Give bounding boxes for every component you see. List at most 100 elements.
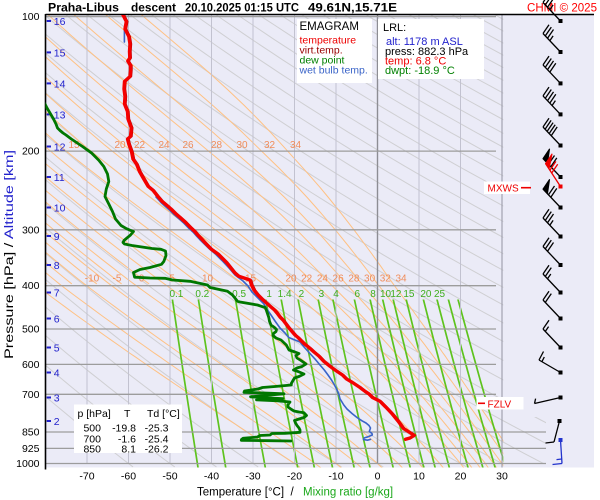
svg-text:20: 20	[114, 140, 126, 151]
svg-text:30: 30	[236, 140, 248, 151]
svg-text:6: 6	[54, 314, 60, 326]
svg-text:0: 0	[139, 274, 145, 285]
svg-text:700: 700	[83, 433, 101, 445]
svg-text:FZLV: FZLV	[488, 400, 512, 411]
svg-text:14: 14	[54, 78, 66, 90]
svg-text:LRL:: LRL:	[383, 22, 406, 34]
svg-text:28: 28	[211, 140, 223, 151]
svg-text:5: 5	[54, 343, 60, 355]
svg-text:10: 10	[380, 289, 392, 300]
svg-text:20.10.2025 01:15 UTC: 20.10.2025 01:15 UTC	[185, 1, 299, 15]
svg-text:20: 20	[455, 471, 467, 483]
svg-text:dew point: dew point	[300, 55, 345, 67]
svg-text:-30: -30	[245, 471, 260, 483]
svg-text:16: 16	[54, 16, 66, 28]
svg-text:100: 100	[22, 11, 40, 23]
svg-text:3: 3	[54, 393, 60, 405]
svg-text:alt: 1178 m ASL: alt: 1178 m ASL	[386, 36, 463, 48]
svg-text:8: 8	[370, 289, 376, 300]
svg-text:Praha-Libus: Praha-Libus	[48, 1, 119, 15]
svg-text:850: 850	[83, 443, 101, 455]
svg-text:CHMI © 2025: CHMI © 2025	[527, 3, 597, 15]
svg-text:Td [°C]: Td [°C]	[147, 408, 180, 420]
svg-text:49.61N,15.71E: 49.61N,15.71E	[308, 1, 397, 15]
svg-text:T: T	[124, 408, 131, 420]
svg-text:wet bulb temp.: wet bulb temp.	[299, 65, 368, 77]
svg-text:7: 7	[54, 288, 60, 300]
svg-text:700: 700	[22, 389, 40, 401]
svg-text:0.2: 0.2	[195, 289, 209, 300]
svg-text:925: 925	[22, 443, 40, 455]
svg-text:13: 13	[54, 109, 66, 121]
svg-text:-50: -50	[162, 471, 177, 483]
svg-text:8.1: 8.1	[121, 443, 136, 455]
svg-text:30: 30	[364, 274, 376, 285]
svg-text:3: 3	[319, 289, 325, 300]
svg-text:20: 20	[285, 274, 297, 285]
svg-text:200: 200	[22, 146, 40, 158]
svg-text:-25.3: -25.3	[145, 422, 169, 434]
svg-text:28: 28	[348, 274, 360, 285]
svg-text:1: 1	[266, 289, 272, 300]
svg-text:0.1: 0.1	[169, 289, 183, 300]
svg-text:850: 850	[22, 427, 40, 439]
svg-text:-70: -70	[79, 471, 94, 483]
svg-text:6: 6	[355, 289, 361, 300]
svg-text:-20: -20	[287, 471, 302, 483]
svg-text:600: 600	[22, 359, 40, 371]
svg-text:20: 20	[420, 289, 432, 300]
svg-text:temp: 6.8 °C: temp: 6.8 °C	[385, 56, 446, 68]
svg-text:26: 26	[333, 274, 345, 285]
svg-text:1.4: 1.4	[278, 289, 292, 300]
svg-text:Mixing ratio [g/kg]: Mixing ratio [g/kg]	[303, 487, 393, 499]
svg-text:400: 400	[22, 280, 40, 292]
svg-text:15: 15	[403, 289, 415, 300]
svg-text:4: 4	[333, 289, 339, 300]
svg-text:25: 25	[434, 289, 446, 300]
svg-text:MXWS: MXWS	[488, 184, 519, 195]
svg-text:10: 10	[202, 274, 214, 285]
svg-text:10: 10	[54, 203, 66, 215]
svg-text:12: 12	[54, 142, 66, 154]
svg-text:-10: -10	[328, 471, 343, 483]
svg-text:2: 2	[299, 289, 305, 300]
svg-text:8: 8	[54, 260, 60, 272]
svg-text:10: 10	[413, 471, 425, 483]
svg-text:Pressure [hPa] / Altitude [km]: Pressure [hPa] / Altitude [km]	[4, 150, 16, 359]
svg-text:9: 9	[54, 231, 60, 243]
svg-text:24: 24	[317, 274, 329, 285]
svg-text:34: 34	[290, 140, 302, 151]
svg-text:15: 15	[54, 47, 66, 59]
svg-text:26: 26	[182, 140, 194, 151]
svg-text:descent: descent	[131, 1, 176, 15]
svg-text:EMAGRAM: EMAGRAM	[300, 21, 359, 33]
svg-text:500: 500	[22, 324, 40, 336]
svg-text:300: 300	[22, 224, 40, 236]
svg-text:12: 12	[390, 289, 402, 300]
svg-text:0.5: 0.5	[232, 289, 246, 300]
svg-text:500: 500	[83, 422, 101, 434]
svg-text:temperature: temperature	[300, 35, 357, 47]
svg-text:virt.temp.: virt.temp.	[300, 45, 343, 57]
svg-text:1000: 1000	[16, 458, 40, 470]
svg-text:-26.2: -26.2	[145, 443, 169, 455]
svg-text:4: 4	[54, 368, 60, 380]
svg-text:22: 22	[134, 140, 146, 151]
svg-text:-1.6: -1.6	[118, 433, 136, 445]
svg-text:-19.8: -19.8	[112, 422, 136, 434]
svg-text:press: 882.3 hPa: press: 882.3 hPa	[385, 46, 469, 58]
svg-text:22: 22	[301, 274, 313, 285]
svg-text:-60: -60	[121, 471, 136, 483]
svg-text:dwpt: -18.9 °C: dwpt: -18.9 °C	[385, 65, 455, 77]
svg-text:-25.4: -25.4	[145, 433, 169, 445]
svg-text:p [hPa]: p [hPa]	[78, 408, 111, 420]
svg-text:2: 2	[54, 416, 60, 428]
svg-text:34: 34	[395, 274, 407, 285]
svg-text:-10: -10	[85, 274, 100, 285]
svg-text:32: 32	[264, 140, 276, 151]
svg-text:0: 0	[375, 471, 381, 483]
svg-text:30: 30	[496, 471, 508, 483]
svg-text:-5: -5	[113, 274, 122, 285]
svg-text:24: 24	[158, 140, 170, 151]
svg-text:11: 11	[54, 172, 65, 184]
